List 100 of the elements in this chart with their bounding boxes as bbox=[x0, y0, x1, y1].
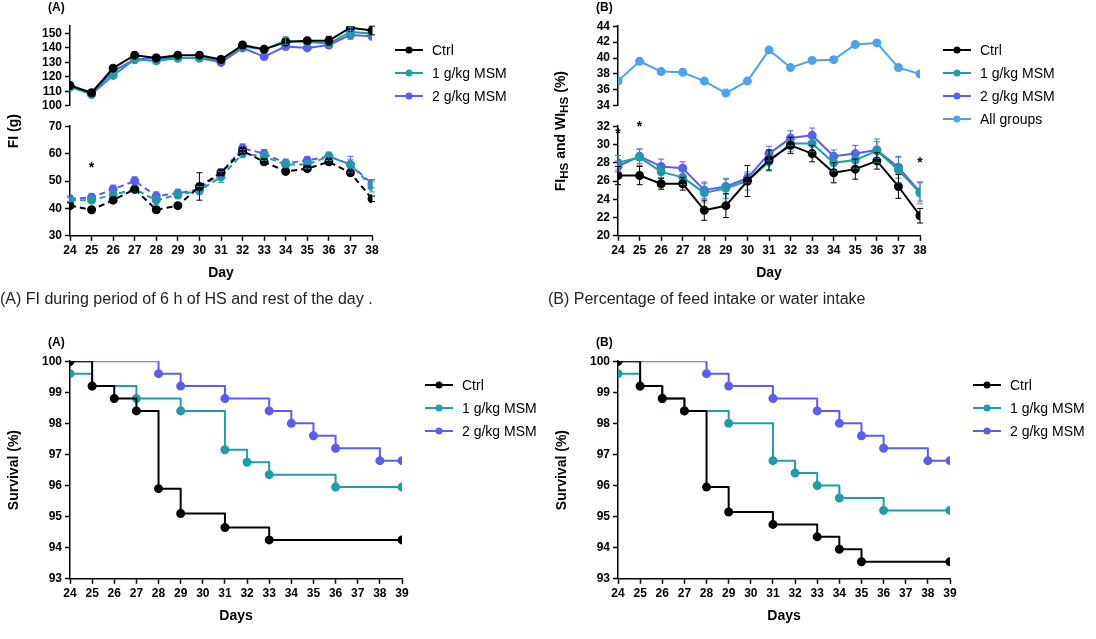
y-tick-label: 24 bbox=[596, 191, 611, 206]
x-tick-label: 26 bbox=[655, 586, 670, 601]
x-tick-label: 28 bbox=[697, 243, 712, 258]
annotation: * bbox=[88, 159, 95, 176]
x-tick-label: 37 bbox=[343, 243, 358, 258]
x-tick-label: 35 bbox=[854, 586, 869, 601]
y-axis-title: Survival (%) bbox=[5, 429, 21, 511]
x-tick-label: 31 bbox=[766, 586, 780, 601]
x-axis-title: Days bbox=[767, 607, 801, 624]
y-tick-label: 100 bbox=[41, 98, 63, 113]
x-tick-label: 24 bbox=[63, 586, 77, 601]
x-tick-label: 36 bbox=[328, 586, 343, 601]
x-tick-label: 35 bbox=[306, 586, 321, 601]
x-tick-label: 33 bbox=[805, 243, 820, 258]
y-tick-label: 120 bbox=[41, 69, 63, 84]
y-tick-label: 42 bbox=[596, 34, 611, 49]
text: (A) FI during period of 6 h of HS and rest of the day . bbox=[0, 290, 373, 308]
y-tick-label: 140 bbox=[41, 40, 63, 55]
chart-title: (B) bbox=[596, 335, 613, 349]
y-tick-label: 97 bbox=[48, 446, 63, 461]
x-tick-label: 28 bbox=[151, 586, 166, 601]
x-tick-label: 25 bbox=[85, 586, 100, 601]
x-tick-label: 30 bbox=[744, 586, 758, 601]
legend-label: 1 g/kg MSM bbox=[980, 64, 1055, 81]
x-tick-label: 38 bbox=[913, 243, 927, 258]
y-tick-label: 93 bbox=[596, 571, 611, 586]
x-tick-label: 25 bbox=[632, 243, 647, 258]
legend-label: Ctrl bbox=[462, 376, 484, 393]
legend-label: Ctrl bbox=[980, 41, 1002, 58]
y-tick-label: 96 bbox=[48, 477, 63, 492]
chart-title: (B) bbox=[596, 0, 613, 14]
x-tick-label: 29 bbox=[719, 243, 733, 258]
legend-label: All groups bbox=[980, 110, 1043, 127]
x-tick-label: 30 bbox=[740, 243, 755, 258]
legend-label: 1 g/kg MSM bbox=[462, 399, 537, 416]
x-tick-label: 37 bbox=[351, 586, 365, 601]
x-tick-label: 36 bbox=[322, 243, 336, 258]
y-tick-label: 28 bbox=[596, 155, 611, 170]
y-tick-label: 150 bbox=[41, 25, 63, 40]
y-tick-label: 110 bbox=[42, 83, 63, 98]
x-tick-label: 39 bbox=[943, 586, 957, 601]
x-tick-label: 24 bbox=[611, 243, 625, 258]
chart-title: (A) bbox=[48, 335, 65, 349]
y-tick-label: 96 bbox=[596, 477, 611, 492]
x-tick-label: 27 bbox=[128, 243, 142, 258]
y-tick-label: 26 bbox=[596, 173, 611, 188]
x-tick-label: 34 bbox=[284, 586, 299, 601]
annotation: * bbox=[636, 118, 643, 135]
x-tick-label: 27 bbox=[677, 586, 692, 601]
x-tick-label: 27 bbox=[129, 586, 144, 601]
x-tick-label: 31 bbox=[218, 586, 232, 601]
x-axis-title: Days bbox=[219, 607, 253, 624]
y-tick-label: 95 bbox=[48, 508, 63, 523]
y-tick-label: 98 bbox=[48, 415, 63, 430]
x-tick-label: 38 bbox=[921, 586, 935, 601]
y-tick-label: 70 bbox=[48, 118, 63, 133]
x-tick-label: 34 bbox=[832, 586, 847, 601]
y-tick-label: 38 bbox=[596, 66, 611, 81]
y-tick-label: 50 bbox=[48, 173, 63, 188]
y-tick-label: 22 bbox=[596, 209, 611, 224]
x-tick-label: 24 bbox=[611, 586, 625, 601]
x-tick-label: 33 bbox=[257, 243, 272, 258]
x-tick-label: 26 bbox=[654, 243, 669, 258]
y-tick-label: 99 bbox=[596, 384, 611, 399]
y-tick-label: 30 bbox=[596, 136, 611, 151]
legend-label: 2 g/kg MSM bbox=[1010, 422, 1085, 439]
y-tick-label: 100 bbox=[589, 353, 611, 368]
text: (B) Percentage of feed intake or water intake bbox=[548, 290, 866, 308]
annotation: * bbox=[917, 153, 924, 170]
y-axis-title: Survival (%) bbox=[553, 429, 569, 511]
x-tick-label: 30 bbox=[192, 243, 207, 258]
legend-label: 2 g/kg MSM bbox=[980, 87, 1055, 104]
x-tick-label: 28 bbox=[149, 243, 164, 258]
legend-label: 2 g/kg MSM bbox=[432, 87, 507, 104]
x-tick-label: 32 bbox=[235, 243, 250, 258]
x-tick-label: 27 bbox=[676, 243, 690, 258]
y-tick-label: 94 bbox=[596, 540, 611, 555]
x-tick-label: 35 bbox=[300, 243, 315, 258]
x-tick-label: 32 bbox=[783, 243, 798, 258]
y-tick-label: 20 bbox=[596, 228, 611, 243]
x-axis-title: Day bbox=[756, 264, 783, 281]
x-tick-label: 36 bbox=[870, 243, 884, 258]
y-tick-label: 44 bbox=[596, 18, 611, 33]
x-tick-label: 39 bbox=[395, 586, 409, 601]
y-tick-label: 98 bbox=[596, 415, 611, 430]
y-tick-label: 130 bbox=[41, 54, 63, 69]
x-tick-label: 26 bbox=[106, 243, 121, 258]
x-tick-label: 25 bbox=[633, 586, 648, 601]
y-tick-label: 60 bbox=[48, 145, 63, 160]
x-tick-label: 35 bbox=[848, 243, 863, 258]
y-tick-label: 30 bbox=[48, 228, 63, 243]
y-tick-label: 34 bbox=[596, 98, 611, 113]
x-tick-label: 34 bbox=[279, 243, 293, 258]
x-tick-label: 32 bbox=[788, 586, 803, 601]
x-tick-label: 29 bbox=[721, 586, 736, 601]
y-axis-title: FI (g) bbox=[5, 113, 21, 149]
y-tick-label: 32 bbox=[596, 118, 611, 133]
x-tick-label: 29 bbox=[171, 243, 185, 258]
x-tick-label: 38 bbox=[365, 243, 379, 258]
x-tick-label: 28 bbox=[699, 586, 714, 601]
